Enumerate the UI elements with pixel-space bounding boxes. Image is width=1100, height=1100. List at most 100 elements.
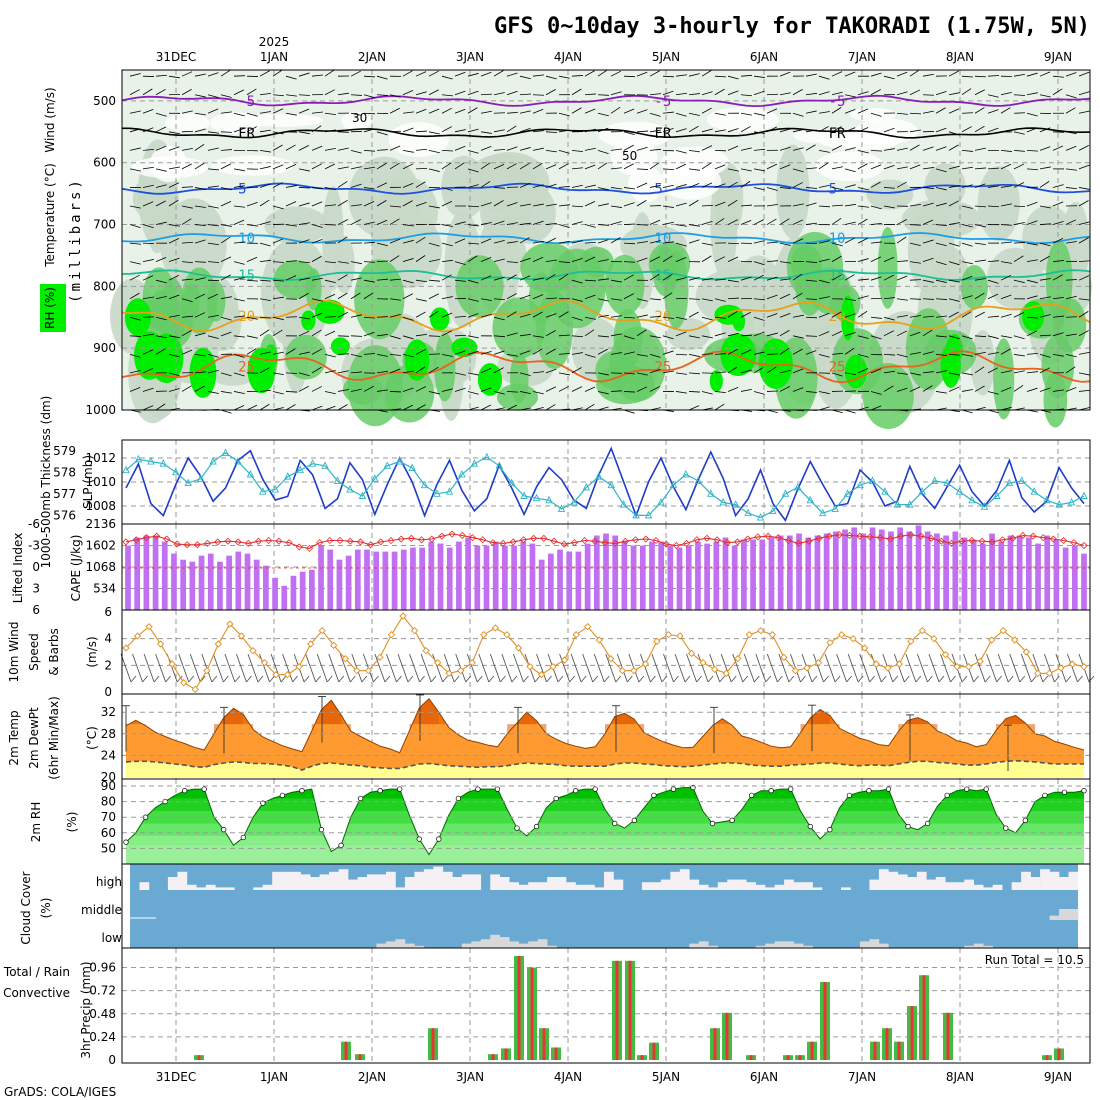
wind-barb (610, 390, 623, 392)
li-point-32 (448, 530, 456, 538)
cloud-high-57 (670, 871, 681, 890)
cloud-high-27 (385, 871, 396, 890)
cloud-low-38 (490, 934, 501, 948)
isotherm-label-fr-1: FR (654, 126, 671, 142)
rh-dry-region (706, 107, 779, 132)
li-point-88 (1019, 531, 1027, 540)
wind10-line (125, 615, 1085, 691)
wind-barb (636, 314, 648, 318)
wind-barb (961, 75, 973, 78)
li-point-66 (795, 539, 803, 547)
cloud-high-90 (983, 887, 993, 890)
wind-barb (519, 237, 530, 244)
wind-barb (948, 311, 959, 318)
wind10-barb-flag-75 (996, 675, 1003, 683)
precip-conv-bar-7 (530, 967, 534, 1060)
wind-barb (389, 205, 401, 208)
rh-green-region (993, 338, 1015, 420)
li-point-56 (693, 536, 701, 544)
wind-barb (1000, 203, 1012, 207)
wind-barb (727, 219, 739, 225)
wind-barb (1052, 389, 1064, 392)
wind-barb (389, 107, 400, 114)
cape-bar-43 (520, 541, 527, 610)
cloud-high-85 (935, 877, 946, 890)
wind-barb (662, 316, 674, 319)
wind-barb (532, 277, 544, 281)
cape-bar-37 (465, 537, 471, 610)
wind-barb (1078, 131, 1091, 133)
wind-barb (506, 163, 517, 170)
wind-barb (129, 292, 140, 300)
wind-barb (701, 391, 713, 395)
cloud-high-65 (746, 882, 756, 890)
wind-barb (272, 69, 283, 77)
wind-barb (259, 329, 270, 337)
wind-barb (675, 242, 687, 247)
wind-barb (766, 366, 777, 374)
wind-barb (727, 297, 740, 300)
wind-barb (350, 130, 363, 133)
wind-barb (1078, 200, 1089, 207)
wind-barb (792, 219, 804, 225)
wind-barb (415, 386, 427, 392)
wind10-point-44 (630, 667, 638, 675)
wind-barb (792, 238, 804, 244)
wind-barb (402, 182, 414, 188)
rh-point-72 (827, 827, 833, 833)
top-date-4JAN: 4JAN (554, 50, 582, 64)
isotherm-label-t20-1: 20 (654, 309, 671, 325)
wind10-point-73 (964, 663, 973, 671)
wind-barb (350, 371, 362, 374)
wind-barb (584, 386, 596, 392)
wind-barb (636, 182, 648, 188)
wind-barb (584, 93, 597, 96)
wind10-point-14 (283, 671, 292, 679)
wind-barb (142, 166, 154, 170)
wind-barb (922, 219, 934, 225)
wind-barb (1026, 352, 1038, 355)
wind-barb (467, 184, 479, 188)
cloud-high-42 (528, 882, 538, 890)
wind-barb (363, 279, 375, 283)
wind-barb (168, 353, 180, 358)
wind-barb (987, 109, 999, 114)
grads-footer: GrADS: COLA/IGES (4, 1085, 116, 1099)
wind-barb (532, 391, 544, 395)
wind-barb (597, 224, 610, 226)
wind-barb (207, 147, 219, 151)
wind-barb (636, 241, 648, 244)
precip-conv-bar-23 (897, 1041, 901, 1060)
wind-barb (779, 293, 791, 300)
cape-bar-3 (152, 535, 159, 610)
wind-barb (987, 260, 999, 263)
wind-barb (1078, 372, 1090, 376)
precip-legend-total: Total / Rain (3, 965, 70, 979)
wind-barb (168, 238, 180, 244)
li-tick-0: 0 (32, 560, 40, 574)
wind-barb (194, 261, 207, 263)
wind-barb (597, 259, 609, 263)
cloud-high-40 (509, 882, 519, 890)
cloud-high-47 (575, 884, 586, 890)
wind-barb (610, 205, 622, 208)
wind-barb (571, 205, 584, 208)
wind10-barb-flag-64 (869, 675, 876, 683)
rh-point-64 (748, 792, 755, 799)
wind10-point-72 (953, 663, 961, 671)
wind-barb (935, 391, 947, 394)
wind-barb (701, 242, 713, 246)
wind-barb (480, 238, 492, 244)
wind-barb (519, 182, 531, 188)
wind10-barb-flag-53 (742, 675, 749, 683)
li-point-26 (387, 536, 395, 545)
wind-barb (1013, 73, 1025, 77)
wind-barb (844, 127, 856, 133)
wind-barb (324, 405, 336, 411)
wind-barb (883, 148, 895, 151)
wind-barb (194, 277, 206, 281)
li-point-5 (173, 540, 181, 548)
rh-point-94 (1042, 792, 1048, 799)
wind-barb (415, 348, 426, 355)
wind-barb (155, 221, 167, 225)
